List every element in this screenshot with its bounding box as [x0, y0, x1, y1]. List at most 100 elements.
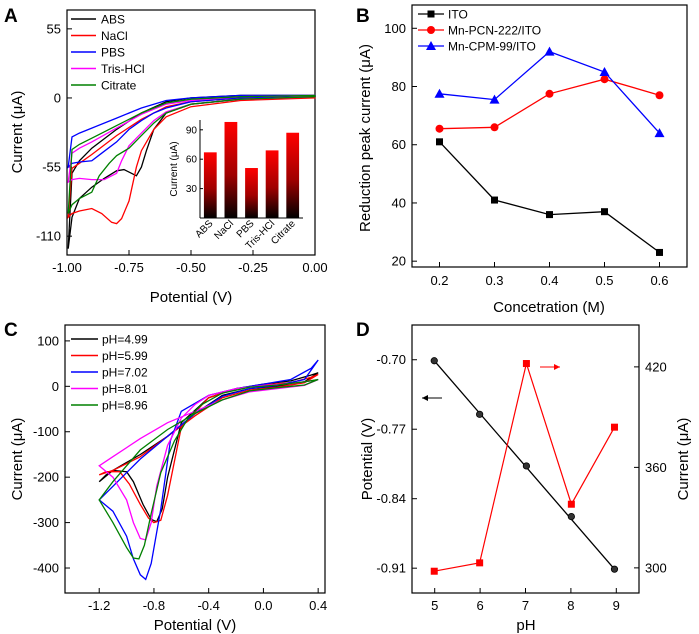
panel-a-ylabel: Current (μA): [9, 91, 26, 174]
legend-label: Mn-PCN-222/ITO: [448, 24, 541, 38]
series-line-citrate: [67, 94, 316, 214]
inset-x-tick-label: Citrate: [269, 218, 298, 247]
inset-bar-tris-hcl: [265, 150, 279, 218]
inset-ticks: 30 60 90: [186, 125, 203, 195]
x-tick-label: -0.50: [176, 260, 206, 275]
x-tick-label: -1.00: [52, 260, 82, 275]
panel-b: B 0.2 0.3 0.4 0.5 0.6 20 40 60 80 100 ITO Mn-PCN-2…: [356, 4, 688, 316]
panel-a-label: A: [4, 6, 18, 27]
x-tick-label: 0.2: [430, 273, 448, 288]
panel-b-ticks: 0.2 0.3 0.4 0.5 0.6 20 40 60 80 100: [384, 21, 668, 288]
inset-y-tick-label: 60: [186, 155, 198, 166]
data-point: [430, 357, 438, 365]
x-tick-label: -0.4: [197, 598, 219, 613]
y-tick-label: -400: [33, 561, 59, 576]
arrow-right-head-icon: [554, 364, 560, 370]
x-tick-label: 0.00: [302, 260, 327, 275]
data-point: [522, 462, 531, 470]
y-tick-label: 20: [392, 254, 406, 269]
legend-marker: [427, 10, 435, 18]
legend-label: ABS: [101, 13, 125, 27]
x-tick-label: -1.2: [88, 598, 110, 613]
data-point: [567, 500, 575, 508]
legend-label: pH=7.02: [102, 366, 148, 380]
y-tick-label-left: -0.91: [376, 561, 406, 576]
panel-b-legend: ITO Mn-PCN-222/ITO Mn-CPM-99/ITO: [418, 8, 541, 54]
data-point: [430, 567, 438, 575]
arrow-left-head-icon: [422, 395, 428, 401]
legend-marker: [427, 26, 435, 34]
data-point: [656, 248, 663, 256]
panel-d-xlabel: pH: [516, 617, 535, 634]
y-tick-label: -300: [33, 515, 59, 530]
series-line: [98, 378, 319, 560]
data-point: [436, 138, 443, 146]
legend-label: pH=8.96: [102, 399, 148, 413]
panel-d-label: D: [356, 320, 370, 341]
series-line: [439, 78, 660, 130]
y-tick-label: 80: [392, 79, 406, 94]
panel-d-ylabel-right: Current (μA): [675, 418, 692, 501]
data-point: [599, 66, 610, 76]
inset-x-tick-label: ABS: [193, 218, 215, 240]
x-tick-label: 9: [613, 598, 620, 613]
y-tick-label-right: 360: [645, 460, 667, 475]
panel-d-arrows: [422, 364, 560, 401]
data-point: [490, 123, 499, 132]
y-tick-label-left: -0.77: [376, 422, 406, 437]
inset-y-tick-label: 90: [186, 125, 198, 136]
y-tick-label: 100: [384, 21, 406, 36]
legend-label: PBS: [101, 46, 125, 60]
data-point: [476, 410, 484, 418]
data-point: [491, 196, 498, 204]
panel-a-legend: ABS NaCl PBS Tris-HCl Citrate: [71, 13, 145, 93]
inset-x-tick-label: NaCl: [213, 218, 237, 242]
panel-b-curves: [434, 46, 665, 256]
data-point: [476, 559, 484, 567]
data-point: [522, 360, 530, 368]
data-point: [610, 423, 618, 431]
x-tick-label: 0.4: [540, 273, 558, 288]
data-point: [601, 208, 608, 216]
y-tick-label: 100: [37, 333, 59, 348]
x-tick-label: 0.6: [650, 273, 668, 288]
legend-label: pH=5.99: [102, 349, 148, 363]
panel-a-xlabel: Potential (V): [150, 289, 233, 306]
y-tick-label: 0: [54, 90, 61, 105]
legend-label: NaCl: [101, 29, 128, 43]
inset-bar-nacl: [224, 121, 238, 218]
series-line: [439, 141, 660, 253]
y-tick-label-right: 300: [645, 560, 667, 575]
panel-c-curves: [98, 359, 319, 581]
x-tick-label: 0.3: [485, 273, 503, 288]
legend-label: Mn-CPM-99/ITO: [448, 40, 536, 54]
y-tick-label: -110: [36, 229, 61, 244]
x-tick-label: 6: [476, 598, 483, 613]
inset-ylabel: Current (μA): [169, 141, 180, 196]
legend-label: pH=4.99: [102, 333, 148, 347]
x-tick-label: 5: [431, 598, 438, 613]
panel-c-frame: [64, 324, 326, 594]
x-tick-label: -0.25: [238, 260, 268, 275]
data-point: [545, 89, 554, 98]
y-tick-label-left: -0.70: [376, 352, 406, 367]
legend-marker: [426, 41, 436, 50]
series-line: [98, 373, 319, 524]
panel-c-ticks: -1.2 -0.8 -0.4 0.0 0.4 100 0 -100 -200 -300 -400: [33, 333, 327, 613]
y-tick-label: 0: [52, 379, 59, 394]
legend-label: Tris-HCl: [101, 62, 145, 76]
panel-c: C -1.2 -0.8 -0.4 0.0 0.4 100 0 -100 -200 -300 -400…: [4, 320, 327, 634]
x-tick-label: 8: [567, 598, 574, 613]
panel-d-ticks: 5 6 7 8 9 -0.70 -0.77 -0.84 -0.91 300 360 420: [376, 352, 666, 613]
data-point: [489, 94, 500, 104]
data-point: [546, 211, 553, 219]
x-tick-label: -0.8: [143, 598, 165, 613]
x-tick-label: 7: [522, 598, 529, 613]
legend-label: Citrate: [101, 79, 137, 93]
data-point: [435, 124, 444, 133]
inset-bar-pbs: [245, 168, 258, 218]
panel-d-ylabel-left: Potential (V): [359, 418, 376, 501]
x-tick-label: -0.75: [114, 260, 144, 275]
